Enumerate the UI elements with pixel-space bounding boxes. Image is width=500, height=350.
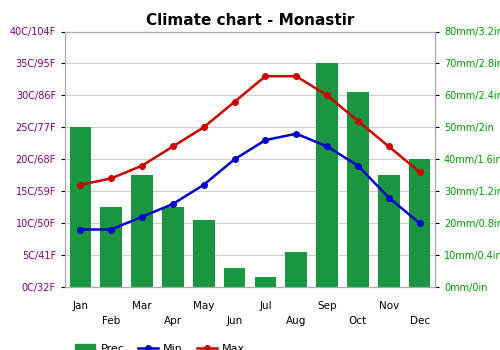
Bar: [224, 268, 246, 287]
Bar: [347, 92, 368, 287]
Bar: [409, 159, 430, 287]
Text: May: May: [193, 301, 214, 311]
Bar: [100, 207, 122, 287]
Bar: [254, 278, 276, 287]
Text: Jan: Jan: [72, 301, 88, 311]
Text: Oct: Oct: [349, 316, 367, 326]
Bar: [286, 252, 307, 287]
Text: Nov: Nov: [378, 301, 399, 311]
Bar: [162, 207, 184, 287]
Text: Jul: Jul: [259, 301, 272, 311]
Bar: [132, 175, 153, 287]
Text: Sep: Sep: [318, 301, 337, 311]
Text: Apr: Apr: [164, 316, 182, 326]
Text: Mar: Mar: [132, 301, 152, 311]
Bar: [193, 220, 214, 287]
Text: Jun: Jun: [226, 316, 242, 326]
Bar: [378, 175, 400, 287]
Bar: [316, 63, 338, 287]
Bar: [70, 127, 91, 287]
Text: Dec: Dec: [410, 316, 430, 326]
Text: Feb: Feb: [102, 316, 120, 326]
Title: Climate chart - Monastir: Climate chart - Monastir: [146, 13, 354, 28]
Legend: Prec, Min, Max: Prec, Min, Max: [70, 339, 250, 350]
Text: Aug: Aug: [286, 316, 306, 326]
